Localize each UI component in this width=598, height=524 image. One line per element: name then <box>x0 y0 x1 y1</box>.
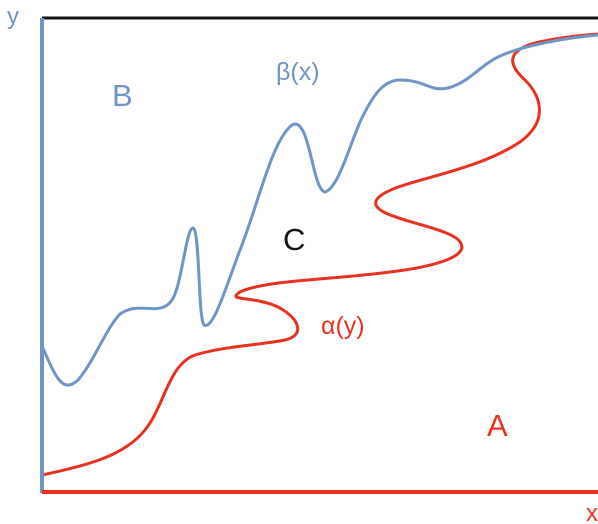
alpha-curve-label: α(y) <box>321 312 365 340</box>
beta-curve-label: β(x) <box>276 58 320 86</box>
region-a-label: A <box>487 408 508 443</box>
alpha-curve <box>40 32 598 477</box>
y-axis-label: y <box>7 3 19 30</box>
x-axis-label: x <box>586 500 598 524</box>
region-b-label: B <box>112 78 133 113</box>
region-c-label: C <box>283 222 305 257</box>
beta-curve <box>40 33 598 387</box>
